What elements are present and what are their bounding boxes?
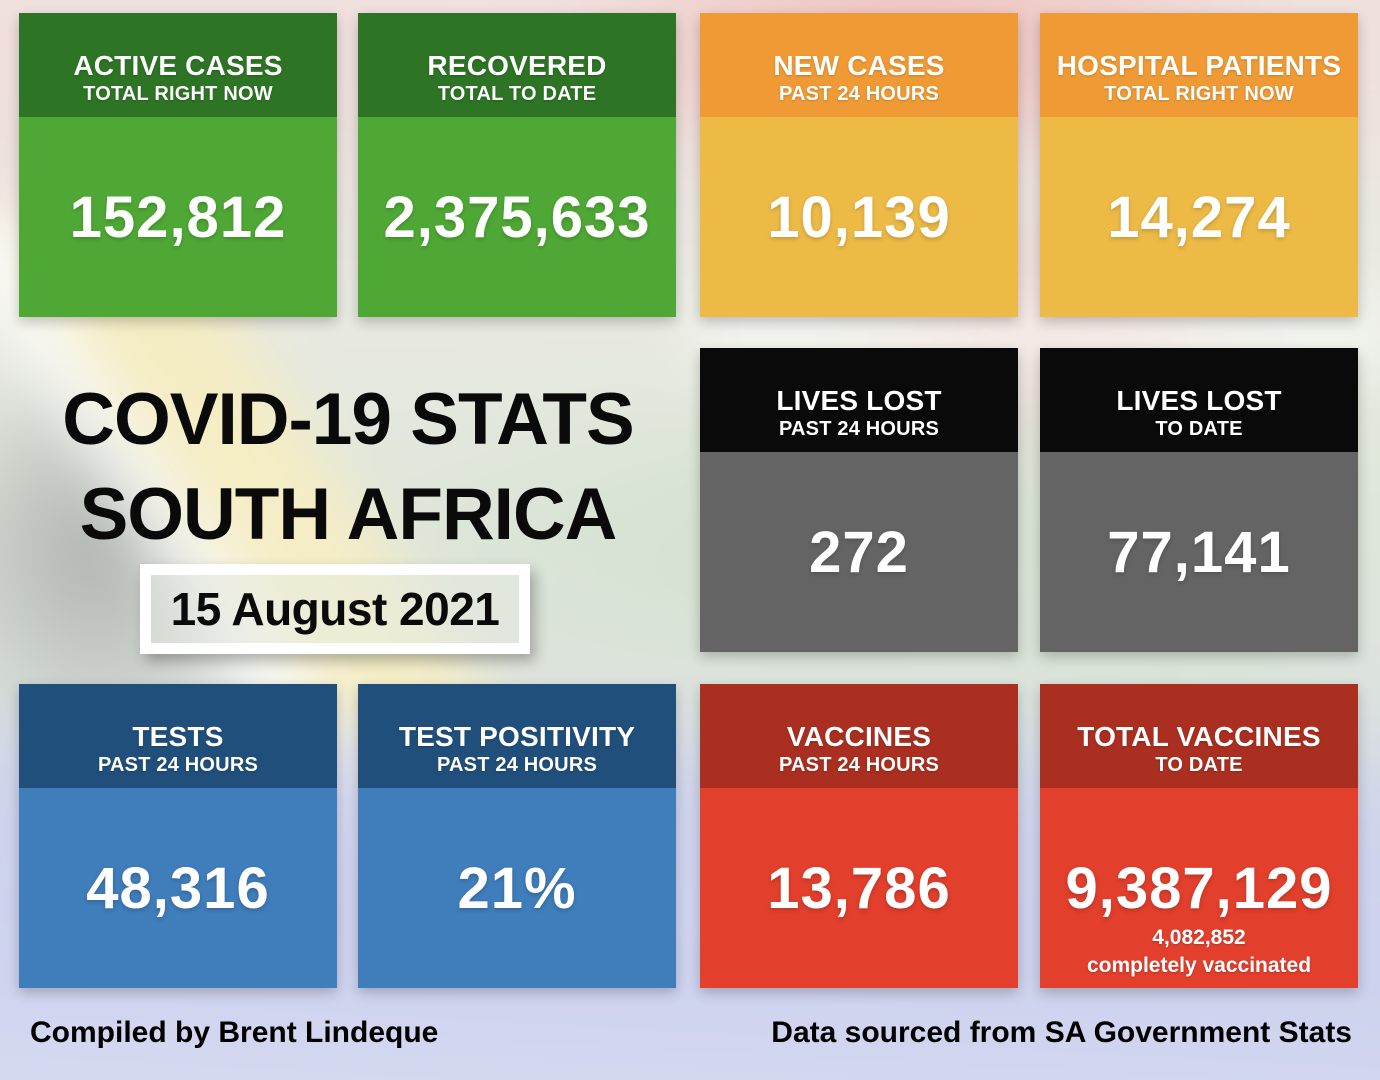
- vaccination-note: 4,082,852 completely vaccinated: [1040, 924, 1358, 980]
- card-subtitle: TOTAL RIGHT NOW: [1104, 83, 1294, 105]
- card-header: NEW CASES PAST 24 HOURS: [700, 13, 1018, 117]
- stat-value: 13,786: [767, 855, 951, 921]
- card-body: 13,786: [700, 788, 1018, 988]
- card-header: ACTIVE CASES TOTAL RIGHT NOW: [19, 13, 337, 117]
- card-title: LIVES LOST: [776, 385, 942, 416]
- vaccination-note-value: 4,082,852: [1152, 926, 1246, 949]
- card-body: 21%: [358, 788, 676, 988]
- page-title: COVID-19 STATS SOUTH AFRICA: [0, 372, 696, 562]
- card-header: TEST POSITIVITY PAST 24 HOURS: [358, 684, 676, 788]
- card-subtitle: TO DATE: [1155, 754, 1243, 776]
- stat-card-test-positivity: TEST POSITIVITY PAST 24 HOURS 21%: [358, 684, 676, 988]
- card-title: TESTS: [132, 721, 224, 752]
- card-header: HOSPITAL PATIENTS TOTAL RIGHT NOW: [1040, 13, 1358, 117]
- card-title: NEW CASES: [773, 50, 945, 81]
- card-subtitle: TOTAL TO DATE: [437, 83, 597, 105]
- card-header: VACCINES PAST 24 HOURS: [700, 684, 1018, 788]
- stat-card-tests: TESTS PAST 24 HOURS 48,316: [19, 684, 337, 988]
- stat-card-lives-lost-total: LIVES LOST TO DATE 77,141: [1040, 348, 1358, 652]
- page-title-line1: COVID-19 STATS: [62, 379, 634, 460]
- footer-credit: Compiled by Brent Lindeque: [30, 1016, 439, 1049]
- stat-value: 48,316: [86, 855, 270, 921]
- stat-card-lives-lost-24h: LIVES LOST PAST 24 HOURS 272: [700, 348, 1018, 652]
- stat-value: 14,274: [1107, 184, 1291, 250]
- card-title: LIVES LOST: [1116, 385, 1282, 416]
- card-subtitle: PAST 24 HOURS: [778, 754, 940, 776]
- card-body: 272: [700, 452, 1018, 652]
- card-header: TOTAL VACCINES TO DATE: [1040, 684, 1358, 788]
- stat-card-new-cases: NEW CASES PAST 24 HOURS 10,139: [700, 13, 1018, 317]
- footer-source: Data sourced from SA Government Stats: [771, 1016, 1352, 1049]
- card-subtitle: PAST 24 HOURS: [778, 83, 940, 105]
- card-body: 77,141: [1040, 452, 1358, 652]
- stat-value: 272: [809, 519, 909, 585]
- stat-card-active-cases: ACTIVE CASES TOTAL RIGHT NOW 152,812: [19, 13, 337, 317]
- card-body: 152,812: [19, 117, 337, 317]
- stat-value: 9,387,129: [1065, 855, 1333, 921]
- stat-value: 152,812: [69, 184, 287, 250]
- stat-value: 77,141: [1107, 519, 1291, 585]
- card-body: 14,274: [1040, 117, 1358, 317]
- card-subtitle: PAST 24 HOURS: [436, 754, 598, 776]
- vaccination-note-label: completely vaccinated: [1086, 954, 1312, 977]
- card-header: TESTS PAST 24 HOURS: [19, 684, 337, 788]
- stat-card-hospital-patients: HOSPITAL PATIENTS TOTAL RIGHT NOW 14,274: [1040, 13, 1358, 317]
- stat-card-vaccines-24h: VACCINES PAST 24 HOURS 13,786: [700, 684, 1018, 988]
- stat-value: 10,139: [767, 184, 951, 250]
- page-title-line2: SOUTH AFRICA: [79, 474, 618, 555]
- card-body: 9,387,129 4,082,852 completely vaccinate…: [1040, 788, 1358, 988]
- card-subtitle: TO DATE: [1155, 418, 1243, 440]
- card-body: 48,316: [19, 788, 337, 988]
- card-title: HOSPITAL PATIENTS: [1056, 50, 1342, 81]
- stat-card-recovered: RECOVERED TOTAL TO DATE 2,375,633: [358, 13, 676, 317]
- card-header: RECOVERED TOTAL TO DATE: [358, 13, 676, 117]
- card-title: TEST POSITIVITY: [398, 721, 636, 752]
- date-badge: 15 August 2021: [140, 564, 530, 654]
- card-body: 2,375,633: [358, 117, 676, 317]
- card-title: ACTIVE CASES: [73, 50, 283, 81]
- card-title: VACCINES: [786, 721, 932, 752]
- card-header: LIVES LOST TO DATE: [1040, 348, 1358, 452]
- stat-value: 2,375,633: [383, 184, 651, 250]
- card-subtitle: PAST 24 HOURS: [97, 754, 259, 776]
- stat-card-total-vaccines: TOTAL VACCINES TO DATE 9,387,129 4,082,8…: [1040, 684, 1358, 988]
- card-title: RECOVERED: [427, 50, 607, 81]
- card-subtitle: PAST 24 HOURS: [778, 418, 940, 440]
- card-header: LIVES LOST PAST 24 HOURS: [700, 348, 1018, 452]
- date-label: 15 August 2021: [170, 583, 500, 635]
- card-title: TOTAL VACCINES: [1077, 721, 1321, 752]
- card-subtitle: TOTAL RIGHT NOW: [83, 83, 273, 105]
- card-body: 10,139: [700, 117, 1018, 317]
- stat-value: 21%: [457, 855, 577, 921]
